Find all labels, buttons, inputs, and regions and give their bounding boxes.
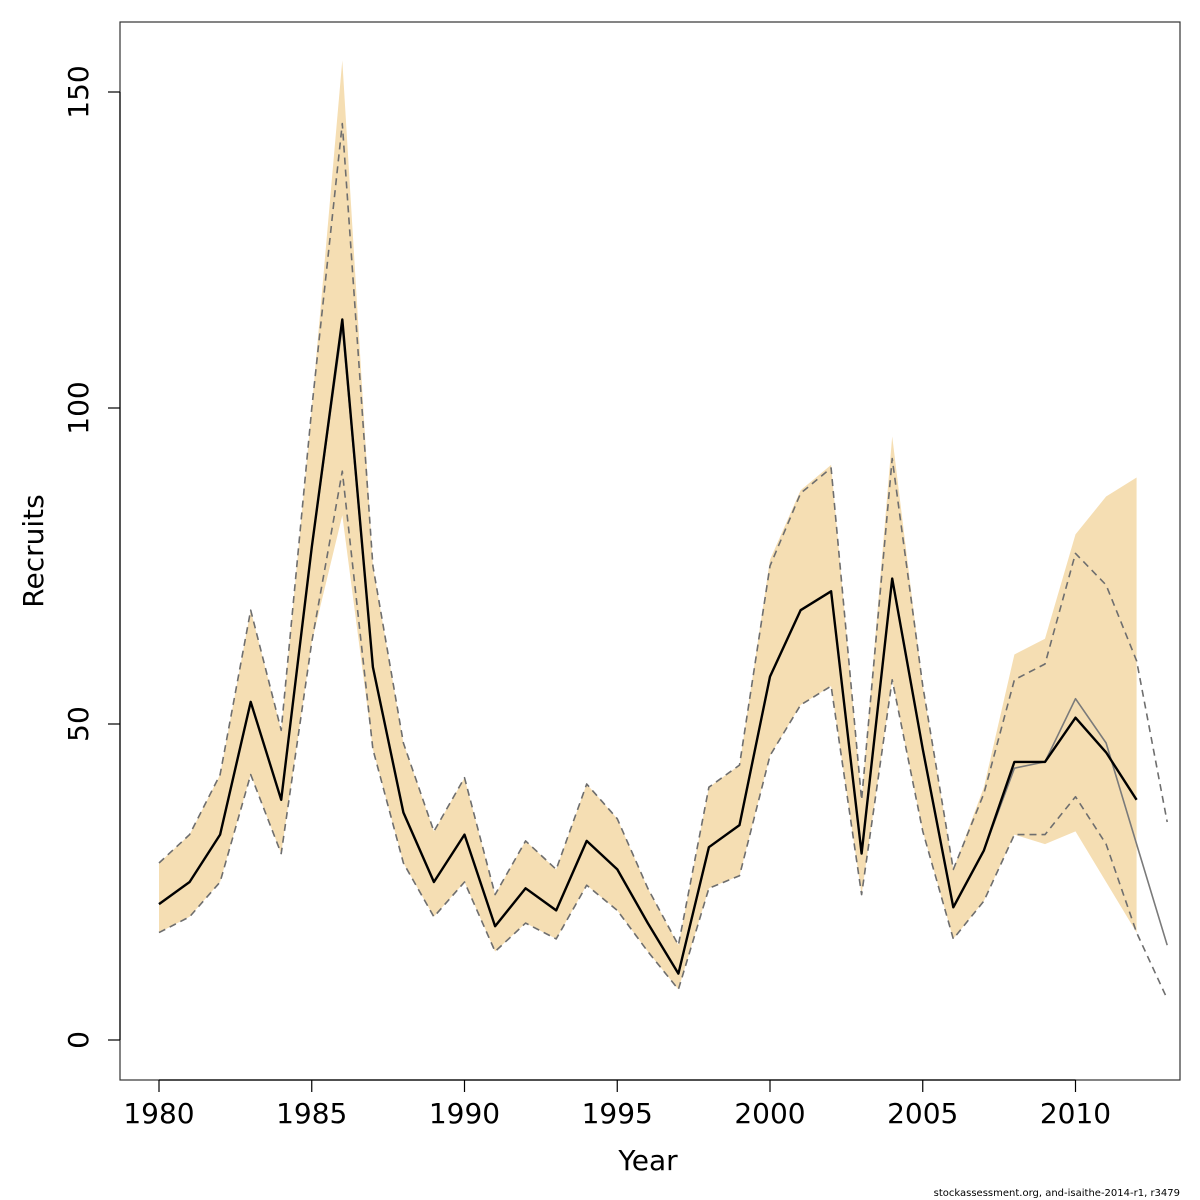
x-tick-label: 1985 xyxy=(276,1097,347,1130)
x-axis-title: Year xyxy=(617,1144,678,1177)
axes: 1980 1985 1990 1995 2000 2005 2010 0 50 100 150 xyxy=(62,65,1111,1130)
y-tick-label: 50 xyxy=(62,706,95,742)
y-tick-label: 150 xyxy=(62,65,95,118)
y-axis-title: Recruits xyxy=(17,494,50,607)
x-tick-label: 1995 xyxy=(582,1097,653,1130)
recruits-estimate-line xyxy=(158,318,1138,975)
x-tick-label: 1980 xyxy=(123,1097,194,1130)
x-tick-label: 2000 xyxy=(734,1097,805,1130)
upper-bound-dashed-line xyxy=(158,122,1168,947)
credit-text: stockassessment.org, and-isaithe-2014-r1… xyxy=(934,1188,1180,1199)
plot-area xyxy=(158,60,1168,1000)
x-tick-label: 1990 xyxy=(429,1097,500,1130)
y-tick-label: 100 xyxy=(62,381,95,434)
y-tick-label: 0 xyxy=(62,1031,95,1049)
confidence-band xyxy=(159,60,1137,990)
x-tick-label: 2005 xyxy=(887,1097,958,1130)
lower-bound-dashed-line xyxy=(158,470,1168,1000)
x-tick-label: 2010 xyxy=(1040,1097,1111,1130)
